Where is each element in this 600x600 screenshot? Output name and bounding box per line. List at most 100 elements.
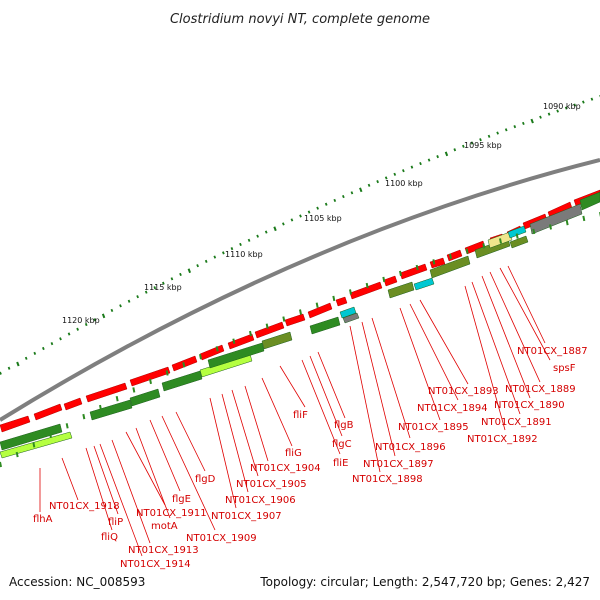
gene-label: fliQ [101, 532, 118, 543]
gene-label: fliE [333, 458, 348, 469]
ruler-tick [410, 165, 414, 169]
gene-label: NT01CX_1894 [417, 403, 488, 414]
cog-block [261, 331, 293, 350]
ruler-tick [222, 251, 225, 255]
accession-label: Accession: NC_008593 [9, 575, 145, 589]
ruler-tick [144, 290, 148, 294]
gene-label: NT01CX_1911 [136, 508, 207, 519]
ruler-tick [33, 351, 37, 355]
ruler-tick [187, 268, 192, 274]
gene-label: NT01CX_1895 [398, 422, 469, 433]
cds-arrow [85, 382, 128, 403]
callout-line [231, 389, 259, 477]
inner-tick [432, 259, 436, 265]
callout-line [399, 307, 441, 421]
callout-line [499, 267, 551, 361]
callout-line [279, 365, 306, 408]
ruler-tick [170, 277, 174, 281]
inner-tick [65, 423, 69, 429]
inner-tick [199, 354, 202, 360]
cog-block [207, 342, 265, 369]
forward-cds-track [0, 189, 600, 433]
ruler-tick [247, 238, 251, 242]
ruler-tick [342, 195, 345, 199]
ruler-tick [153, 286, 157, 290]
tick-label-1120: 1120 kbp [62, 316, 100, 325]
gene-label: NT01CX_1893 [428, 386, 499, 397]
ruler-tick [24, 356, 28, 360]
callout-line [85, 447, 113, 531]
callout-line [161, 415, 216, 531]
cog-block [579, 191, 600, 211]
ruler-tick [299, 214, 302, 218]
ruler-tick [84, 322, 88, 327]
inner-tick [0, 461, 2, 468]
ruler-tick [324, 202, 328, 206]
gene-label: flgD [195, 474, 216, 485]
callout-line [471, 281, 521, 415]
callout-line [371, 317, 411, 439]
callout-line [464, 285, 506, 431]
gene-label: flgE [172, 494, 191, 505]
cog-block [339, 306, 357, 319]
ruler-tick [590, 97, 594, 101]
gene-label: fliG [285, 448, 302, 459]
inner-tick [215, 346, 219, 352]
backbone-arc [0, 158, 600, 422]
ruler-tick [479, 138, 482, 142]
callout-line [175, 411, 206, 472]
ruler-tick [204, 259, 208, 263]
cog-block [507, 225, 527, 239]
inner-tick [99, 404, 102, 411]
callout-line [481, 275, 531, 399]
cog-block [529, 203, 583, 235]
gene-label: spsF [553, 363, 576, 374]
ruler-tick [487, 134, 491, 138]
ruler-tick [0, 371, 2, 375]
inner-tick [482, 243, 486, 249]
gene-label: NT01CX_1909 [186, 533, 257, 544]
cds-arrow [349, 281, 383, 300]
ruler-tick [470, 141, 474, 145]
inner-tick [132, 387, 136, 393]
gene-label: motA [151, 521, 178, 532]
ruler-tick [393, 172, 397, 176]
callout-line [99, 443, 143, 557]
callout-line [221, 393, 249, 493]
gene-label: NT01CX_1913 [128, 545, 199, 556]
gene-label: NT01CX_1907 [211, 511, 282, 522]
inner-tick [249, 330, 252, 337]
ruler-tick [504, 128, 508, 132]
inner-tick [565, 219, 569, 226]
ruler-tick [127, 299, 131, 303]
callout-line [209, 397, 237, 509]
ruler-tick [513, 125, 517, 129]
ruler-tick [453, 148, 457, 152]
ruler-tick [462, 144, 465, 148]
inner-tick [532, 228, 536, 235]
ruler-tick [239, 242, 242, 247]
ruler-tick [376, 180, 379, 184]
ruler-tick [547, 112, 551, 116]
callout-line [507, 265, 546, 344]
callout-line [489, 271, 541, 383]
gene-label: NT01CX_1887 [517, 346, 588, 357]
ruler-tick [530, 118, 534, 124]
tick-label-1105: 1105 kbp [304, 214, 342, 223]
callout-line [111, 439, 151, 544]
gene-label: flgB [334, 420, 354, 431]
inner-tick [582, 215, 586, 222]
tick-label-1095: 1095 kbp [464, 141, 502, 150]
callout-line [149, 419, 181, 492]
inner-tick [382, 276, 386, 283]
ruler-tick [419, 162, 422, 166]
gene-label: NT01CX_1914 [120, 559, 191, 570]
tick-label-1100: 1100 kbp [385, 179, 423, 188]
ruler-tick [316, 206, 319, 210]
ruler-tick [110, 308, 114, 313]
cog-block [0, 431, 73, 459]
ruler-tick [42, 346, 45, 351]
ruler-tick [93, 318, 97, 322]
ruler-tick [307, 210, 311, 214]
gene-label: NT01CX_1897 [363, 459, 434, 470]
